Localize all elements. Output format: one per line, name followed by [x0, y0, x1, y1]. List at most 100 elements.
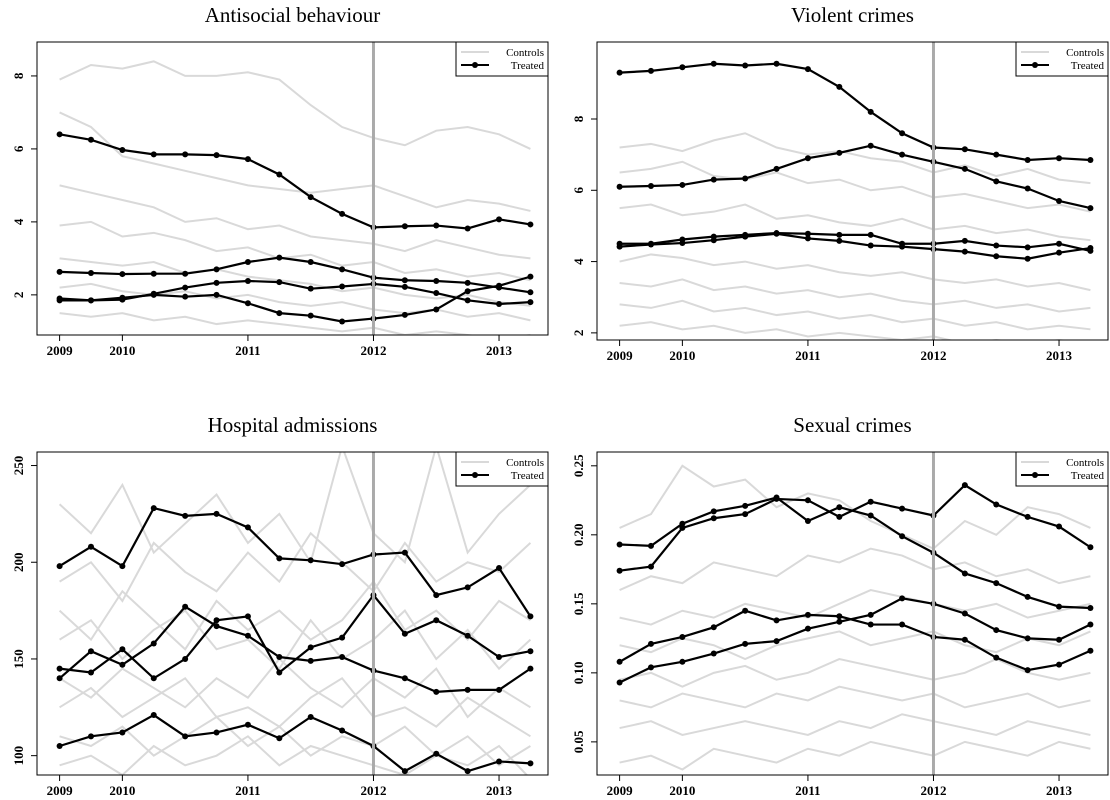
point	[1056, 197, 1063, 204]
point	[339, 266, 346, 273]
point	[1056, 523, 1063, 530]
legend-marker	[472, 62, 478, 68]
point	[1024, 667, 1031, 674]
control-line	[619, 321, 1068, 340]
point	[276, 669, 283, 676]
point	[276, 310, 283, 317]
control-line	[59, 657, 531, 719]
point	[961, 570, 968, 577]
y-tick-label: 2	[11, 292, 26, 299]
point	[87, 543, 94, 550]
plot-frame	[596, 41, 1109, 341]
point	[961, 146, 968, 153]
point	[527, 760, 534, 767]
control-line	[619, 278, 1091, 313]
point	[773, 638, 780, 645]
point	[496, 654, 503, 661]
point	[56, 665, 63, 672]
point	[961, 165, 968, 172]
point	[433, 222, 440, 229]
point	[150, 270, 157, 277]
point	[339, 634, 346, 641]
point	[804, 611, 811, 618]
control-line	[59, 735, 529, 775]
y-tick-label: 250	[11, 456, 26, 476]
point	[1087, 647, 1094, 654]
point	[150, 505, 157, 512]
x-tick-label: 2011	[235, 343, 260, 358]
point	[647, 67, 654, 74]
point	[213, 291, 220, 298]
x-tick-label: 2012	[360, 783, 386, 798]
point	[867, 512, 874, 519]
point	[307, 657, 314, 664]
y-tick-label: 0.05	[571, 730, 586, 753]
point	[464, 584, 471, 591]
point	[244, 156, 251, 163]
point	[867, 611, 874, 618]
point	[527, 648, 534, 655]
plot-area	[56, 452, 534, 775]
point	[87, 648, 94, 655]
point	[867, 621, 874, 628]
point	[401, 277, 408, 284]
control-line	[619, 253, 1091, 292]
point	[773, 165, 780, 172]
point	[961, 610, 968, 617]
point	[496, 686, 503, 693]
point	[647, 542, 654, 549]
point	[339, 210, 346, 217]
legend-box	[1015, 41, 1109, 77]
point	[182, 284, 189, 291]
point	[182, 655, 189, 662]
point	[867, 231, 874, 238]
point	[244, 632, 251, 639]
treated-line	[619, 609, 1091, 672]
treated-line	[619, 144, 1091, 210]
point	[1087, 205, 1094, 212]
plot-frame	[596, 451, 1109, 776]
point	[496, 216, 503, 223]
point	[307, 557, 314, 564]
point	[182, 512, 189, 519]
point	[804, 518, 811, 525]
control-line	[59, 60, 531, 150]
point	[1056, 155, 1063, 162]
point	[119, 294, 126, 301]
point	[182, 603, 189, 610]
point	[993, 253, 1000, 260]
point	[213, 279, 220, 286]
control-line	[59, 715, 531, 767]
point	[647, 183, 654, 190]
point	[1024, 635, 1031, 642]
legend-label: Controls	[1066, 457, 1104, 469]
point	[742, 640, 749, 647]
x-tick-label: 2010	[669, 783, 695, 798]
panel-title: Violent crimes	[791, 3, 914, 27]
legend-marker	[1032, 62, 1038, 68]
point	[464, 225, 471, 232]
control-line	[59, 282, 531, 322]
point	[993, 242, 1000, 249]
point	[56, 297, 63, 304]
point	[56, 268, 63, 275]
point	[993, 151, 1000, 158]
point	[616, 183, 623, 190]
point	[679, 633, 686, 640]
point	[836, 618, 843, 625]
x-tick-label: 2009	[607, 783, 634, 798]
point	[961, 248, 968, 255]
point	[464, 768, 471, 775]
point	[119, 563, 126, 570]
point	[433, 617, 440, 624]
point	[150, 291, 157, 298]
point	[710, 237, 717, 244]
point	[773, 495, 780, 502]
legend-label: Controls	[1066, 47, 1104, 59]
y-tick-label: 150	[11, 649, 26, 669]
point	[276, 555, 283, 562]
point	[150, 151, 157, 158]
point	[836, 149, 843, 156]
point	[87, 269, 94, 276]
point	[710, 176, 717, 183]
